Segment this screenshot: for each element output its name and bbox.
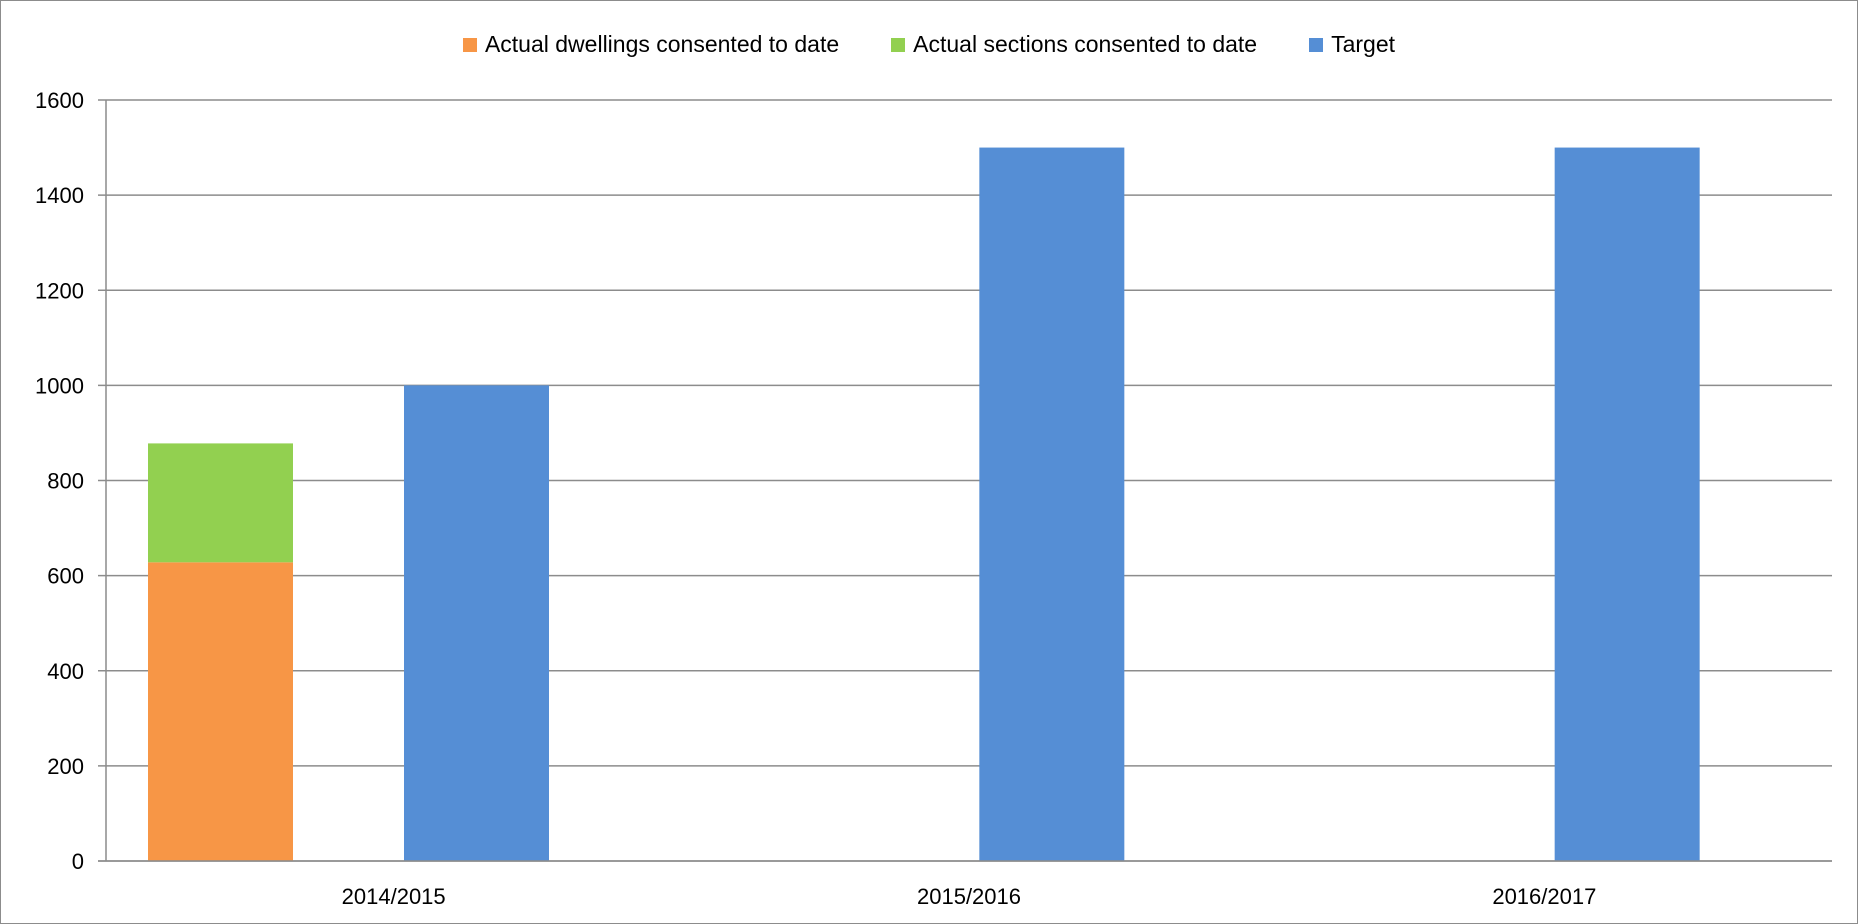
bar-actual-0-0 bbox=[148, 562, 293, 861]
y-tick-label-0: 0 bbox=[72, 849, 84, 874]
tick-labels: 0 200 400 600 800 1000 1200 1400 1600 2014/2015 20… bbox=[35, 88, 1596, 909]
y-tick-label-800: 800 bbox=[47, 469, 84, 494]
y-tick-label-1200: 1200 bbox=[35, 278, 84, 303]
legend-item-target: Target bbox=[1309, 31, 1395, 58]
legend-label-dwellings: Actual dwellings consented to date bbox=[484, 31, 840, 57]
bar-target-2-2 bbox=[1554, 147, 1700, 861]
legend: Actual dwellings consented to date Actua… bbox=[1, 31, 1857, 58]
y-tick-label-1000: 1000 bbox=[35, 373, 84, 398]
legend-swatch-dwellings bbox=[462, 37, 477, 52]
bar-actual-1-0 bbox=[148, 443, 293, 563]
legend-label-sections: Actual sections consented to date bbox=[913, 31, 1258, 57]
x-tick-label-0: 2014/2015 bbox=[342, 884, 446, 909]
legend-item-dwellings: Actual dwellings consented to date bbox=[462, 31, 840, 58]
x-tick-label-1: 2015/2016 bbox=[917, 884, 1021, 909]
bar-target-2-0 bbox=[404, 385, 549, 861]
bars bbox=[148, 147, 1700, 861]
y-tick-label-1600: 1600 bbox=[35, 88, 84, 113]
x-tick-label-2: 2016/2017 bbox=[1492, 884, 1596, 909]
legend-label-target: Target bbox=[1331, 31, 1396, 57]
legend-item-sections: Actual sections consented to date bbox=[891, 31, 1257, 58]
y-tick-label-1400: 1400 bbox=[35, 183, 84, 208]
y-tick-label-600: 600 bbox=[47, 564, 84, 589]
bar-target-2-1 bbox=[979, 147, 1125, 861]
y-tick-label-400: 400 bbox=[47, 659, 84, 684]
gridlines bbox=[98, 99, 1832, 862]
axes bbox=[98, 100, 1832, 862]
legend-swatch-sections bbox=[891, 37, 906, 52]
legend-swatch-target bbox=[1309, 37, 1324, 52]
y-tick-label-200: 200 bbox=[47, 754, 84, 779]
